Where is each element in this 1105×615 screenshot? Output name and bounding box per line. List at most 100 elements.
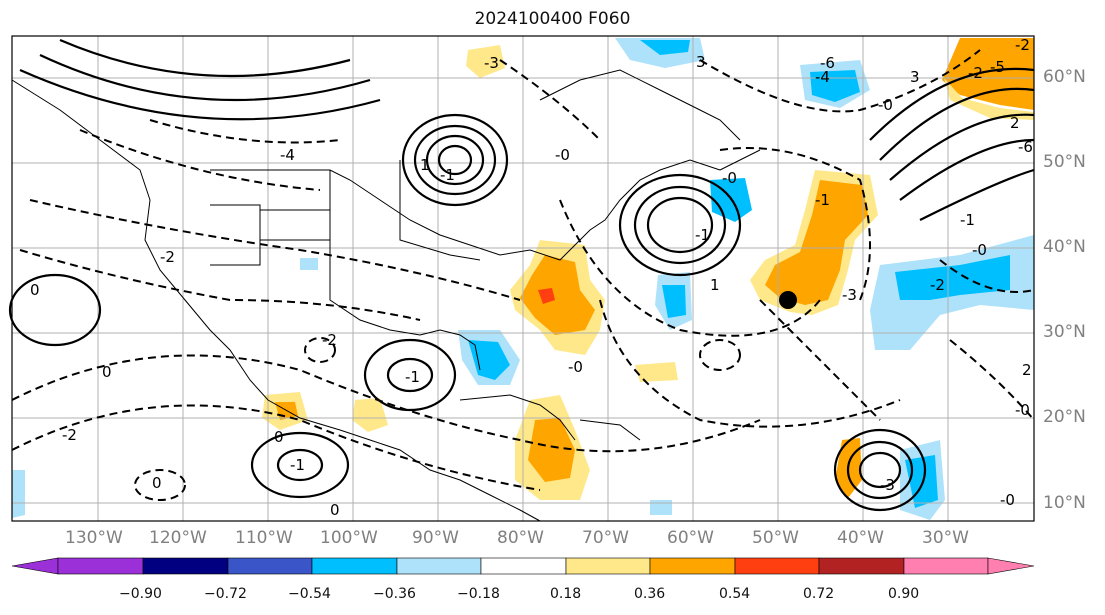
lat-label: 20°N bbox=[1043, 407, 1086, 427]
contour-label: 0 bbox=[152, 474, 162, 492]
positive-region-caribbean-core bbox=[528, 418, 575, 482]
positive-region-canada bbox=[466, 45, 505, 78]
colorbar-segment bbox=[903, 557, 989, 575]
colorbar-low-extend bbox=[11, 557, 59, 575]
contour-label: -2 bbox=[930, 276, 945, 294]
contour-label: 0 bbox=[30, 281, 40, 299]
storm-center-marker bbox=[779, 291, 797, 309]
contour-label: -6 bbox=[820, 54, 835, 72]
colorbar-segment bbox=[227, 557, 313, 575]
positive-region-midatlantic-core bbox=[765, 180, 868, 305]
negative-region-bahamas-core bbox=[468, 340, 510, 380]
contour-label: -4 bbox=[815, 68, 830, 86]
contour-label: -1 bbox=[290, 456, 305, 474]
lat-label: 60°N bbox=[1043, 67, 1086, 87]
colorbar-tick-label: −0.36 bbox=[373, 586, 416, 602]
positive-region-small-1 bbox=[635, 362, 678, 382]
colorbar-segment bbox=[311, 557, 398, 575]
contour-label: 3 bbox=[696, 53, 706, 71]
positive-region-northatlantic bbox=[942, 38, 1034, 110]
lat-label: 10°N bbox=[1043, 493, 1086, 513]
contour-label: 2 bbox=[1022, 361, 1032, 379]
lon-label: 80°W bbox=[497, 528, 544, 548]
colorbar-tick-label: −0.90 bbox=[119, 586, 162, 602]
negative-region-tropics-east-core bbox=[905, 455, 938, 508]
negative-region-small-1 bbox=[650, 500, 672, 515]
contour-label: 3 bbox=[910, 68, 920, 86]
lat-label: 30°N bbox=[1043, 322, 1086, 342]
contour-label: -0 bbox=[568, 358, 583, 376]
colorbar-segment bbox=[396, 557, 482, 575]
contour-label: -6 bbox=[1018, 138, 1033, 156]
positive-region-north-yellow bbox=[944, 78, 1034, 120]
colorbar-tick-label: 0.72 bbox=[803, 586, 835, 602]
colorbar-segment bbox=[565, 557, 651, 575]
contour-label: -2 bbox=[62, 426, 77, 444]
contour-label: 1 bbox=[420, 156, 430, 174]
colorbar bbox=[11, 557, 1035, 575]
colorbar-segment bbox=[818, 557, 905, 575]
contour-label: -0 bbox=[1015, 401, 1030, 419]
lat-label: 40°N bbox=[1043, 237, 1086, 257]
contour-label: -2 bbox=[968, 64, 983, 82]
contour-label: -2 bbox=[1015, 36, 1030, 54]
colorbar-tick-label: 0.54 bbox=[719, 586, 751, 602]
contour-label: -1 bbox=[960, 211, 975, 229]
contour-label: -0 bbox=[972, 241, 987, 259]
lon-label: 60°W bbox=[667, 528, 714, 548]
positive-region-eastcoast-peak bbox=[538, 288, 555, 304]
contour-label: -0 bbox=[878, 96, 893, 114]
contour-label: -5 bbox=[990, 58, 1005, 76]
contour-label: -3 bbox=[484, 54, 499, 72]
lon-label: 120°W bbox=[149, 528, 207, 548]
negative-region-hudson-core bbox=[640, 40, 690, 55]
contour-label: -1 bbox=[405, 368, 420, 386]
lat-label: 50°N bbox=[1043, 152, 1086, 172]
contour-labels: -3 3 -4 -1 -2 0 0 -1 -2 0 -1 0 -6 3 -4 -… bbox=[30, 36, 1033, 519]
lon-label: 50°W bbox=[752, 528, 799, 548]
map-border bbox=[11, 35, 1035, 522]
colorbar-segment bbox=[734, 557, 820, 575]
contour-label: 0 bbox=[102, 363, 112, 381]
colorbar-tick-label: 0.18 bbox=[550, 586, 582, 602]
contours-solid bbox=[8, 38, 1035, 512]
contour-label: 0 bbox=[274, 428, 284, 446]
colorbar-tick-label: −0.54 bbox=[288, 586, 331, 602]
lon-label: 30°W bbox=[922, 528, 969, 548]
contour-label: -1 bbox=[815, 191, 830, 209]
contour-label: 0 bbox=[330, 501, 340, 519]
contour-label: -1 bbox=[695, 226, 710, 244]
contour-label: -1 bbox=[440, 166, 455, 184]
contour-label: -0 bbox=[555, 146, 570, 164]
lon-label: 40°W bbox=[837, 528, 884, 548]
lon-label: 100°W bbox=[320, 528, 378, 548]
positive-region-eastcoast-core bbox=[520, 255, 595, 335]
negative-region-small-2 bbox=[300, 258, 318, 270]
positive-region-gulf bbox=[352, 398, 388, 432]
contour-label: -0 bbox=[722, 169, 737, 187]
contour-label: -2 bbox=[160, 248, 175, 266]
colorbar-tick-label: 0.36 bbox=[634, 586, 666, 602]
colorbar-tick-label: −0.72 bbox=[204, 586, 247, 602]
colorbar-segment bbox=[142, 557, 229, 575]
map-title: 2024100400 F060 bbox=[474, 9, 631, 29]
negative-region-pacific-w bbox=[12, 470, 25, 518]
colorbar-segment bbox=[480, 557, 567, 575]
colorbar-tick-label: −0.18 bbox=[457, 586, 500, 602]
lon-label: 130°W bbox=[65, 528, 123, 548]
contour-label: -4 bbox=[280, 146, 295, 164]
colorbar-segment bbox=[57, 557, 144, 575]
contour-label: 1 bbox=[710, 276, 720, 294]
coastlines bbox=[11, 69, 761, 522]
contour-label: 2 bbox=[1010, 114, 1020, 132]
lon-label: 110°W bbox=[235, 528, 293, 548]
contour-label: -3 bbox=[842, 286, 857, 304]
lon-label: 70°W bbox=[582, 528, 629, 548]
colorbar-high-extend bbox=[987, 557, 1035, 575]
lon-label: 90°W bbox=[412, 528, 459, 548]
negative-region-east-atl-core bbox=[895, 255, 1010, 300]
contour-label: -2 bbox=[322, 331, 337, 349]
contours-dashed bbox=[11, 49, 1035, 501]
colorbar-segment bbox=[649, 557, 736, 575]
